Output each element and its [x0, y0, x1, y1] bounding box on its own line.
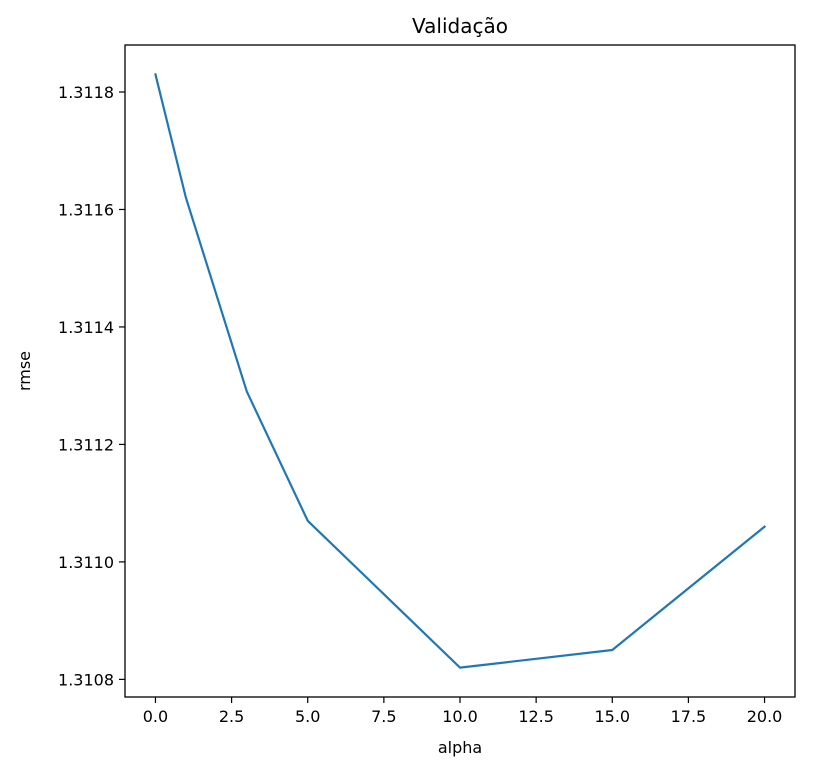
x-tick-label: 15.0	[594, 707, 630, 726]
x-tick-label: 10.0	[442, 707, 478, 726]
data-point	[307, 520, 309, 522]
data-point	[459, 667, 461, 669]
y-axis: 1.3108 1.3110 1.3112 1.3114 1.3116 1.3118	[58, 83, 125, 689]
data-point	[185, 197, 187, 199]
y-tick-label: 1.3118	[58, 83, 114, 102]
y-tick-label: 1.3114	[58, 318, 114, 337]
data-point	[611, 649, 613, 651]
x-axis: 0.0 2.5 5.0 7.5 10.0 12.5 15.0 17.5 20.0	[143, 697, 783, 726]
series-line-0	[154, 73, 767, 669]
x-tick-label: 17.5	[671, 707, 707, 726]
y-tick-label: 1.3112	[58, 435, 114, 454]
y-tick-label: 1.3116	[58, 200, 114, 219]
y-tick-label: 1.3110	[58, 553, 114, 572]
x-axis-label: alpha	[438, 738, 482, 757]
data-point	[763, 526, 765, 528]
chart-title: Validação	[412, 14, 508, 38]
y-tick-label: 1.3108	[58, 670, 114, 689]
y-axis-label: rmse	[15, 351, 34, 391]
x-tick-label: 20.0	[747, 707, 783, 726]
data-point	[154, 73, 156, 75]
x-tick-label: 2.5	[219, 707, 244, 726]
x-tick-label: 5.0	[295, 707, 320, 726]
x-tick-label: 7.5	[371, 707, 396, 726]
data-point	[246, 390, 248, 392]
series-layer	[154, 73, 767, 669]
x-tick-label: 12.5	[518, 707, 554, 726]
x-tick-label: 0.0	[143, 707, 168, 726]
